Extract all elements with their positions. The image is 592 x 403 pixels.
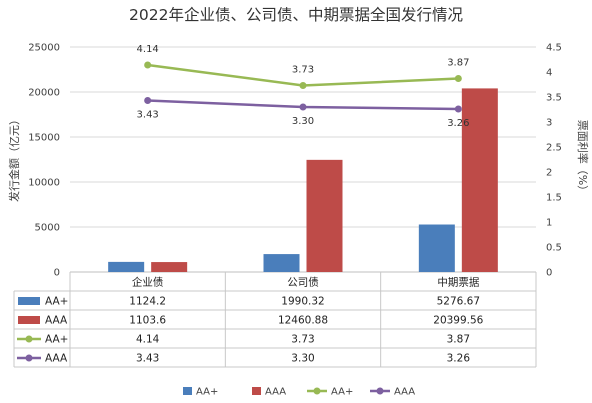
left-tick-label: 10000 [28,178,60,189]
data-label: 3.43 [137,110,159,121]
bar-aaa [151,262,188,272]
right-tick-label: 1.5 [546,193,562,204]
line-point [454,75,462,82]
table-legend-key [18,316,40,324]
line-point [299,82,307,89]
table-legend-key [25,335,33,343]
bar-aa-plus [418,224,455,272]
legend-key [183,387,192,395]
legend-label: AA+ [196,387,218,398]
data-label: 3.26 [447,118,469,129]
bar-aaa [306,159,343,272]
y2-axis-label: 票面利率（%） [576,120,590,196]
data-label: 3.87 [447,58,469,69]
data-label: 3.73 [292,65,314,76]
table-series-name: AAA [45,353,68,365]
table-cell: 3.30 [291,353,314,365]
right-tick-label: 4.5 [546,43,562,54]
table-cell: 3.43 [136,353,159,365]
right-tick-label: 2 [546,168,552,179]
bar-aa-plus [108,261,145,272]
y-axis-label: 发行金额（亿元） [7,114,21,202]
legend-label: AAA [265,387,286,398]
table-cell: 12460.88 [278,315,328,327]
table-category: 企业债 [132,276,164,289]
legend-label: AA+ [331,387,353,398]
right-tick-label: 3 [546,118,552,129]
line-point [144,61,152,69]
bar-aaa [461,88,498,272]
data-label: 3.30 [292,116,314,127]
table-series-name: AA+ [45,296,68,308]
right-tick-label: 2.5 [546,143,562,154]
table-category: 公司债 [287,276,319,289]
table-legend-key [25,354,33,362]
left-tick-label: 20000 [28,88,60,99]
lines-layer: 4.14 3.73 3.87 3.43 3.30 3.26 [137,44,470,129]
legend-key [252,387,261,395]
table-category: 中期票据 [437,276,479,289]
chart-title: 2022年企业债、公司债、中期票据全国发行情况 [129,6,463,24]
right-tick-label: 0.5 [546,243,562,254]
right-tick-label: 3.5 [546,93,562,104]
table-legend-key [18,297,40,305]
right-tick-label: 1 [546,218,552,229]
table-cell: 1124.2 [129,296,166,308]
table-cell: 1990.32 [281,296,324,308]
line-point [299,103,307,111]
data-label: 4.14 [137,44,159,55]
table-cell: 20399.56 [433,315,483,327]
left-tick-label: 15000 [28,133,60,144]
table-cell: 3.26 [447,353,471,365]
left-tick-label: 25000 [28,43,60,54]
legend: AA+ AAA AA+ AAA [183,387,415,398]
table-cell: 4.14 [136,334,160,346]
left-tick-label: 5000 [35,223,60,234]
right-axis-ticks: 0 0.5 1 1.5 2 2.5 3 3.5 4 4.5 [546,43,562,279]
table-cell: 3.87 [447,334,470,346]
data-table: 企业债 公司债 中期票据 AA+ 1124.2 1990.32 5276.67 AAA 1103… [13,272,537,368]
table-series-name: AA+ [45,334,68,346]
legend-label: AAA [394,387,415,398]
right-tick-label: 0 [546,268,552,279]
left-tick-label: 0 [54,268,60,279]
line-point [144,97,152,104]
bars-layer [108,88,498,272]
line-point [454,105,462,113]
bar-aa-plus [263,254,300,272]
table-cell: 1103.6 [129,315,166,327]
left-axis-ticks: 0 5000 10000 15000 20000 25000 [28,43,60,279]
table-series-name: AAA [45,315,68,327]
table-cell: 5276.67 [437,296,480,308]
right-tick-label: 4 [546,68,552,79]
legend-key [376,387,384,395]
legend-key [313,387,321,395]
table-cell: 3.73 [291,334,314,346]
gridlines [70,46,536,273]
